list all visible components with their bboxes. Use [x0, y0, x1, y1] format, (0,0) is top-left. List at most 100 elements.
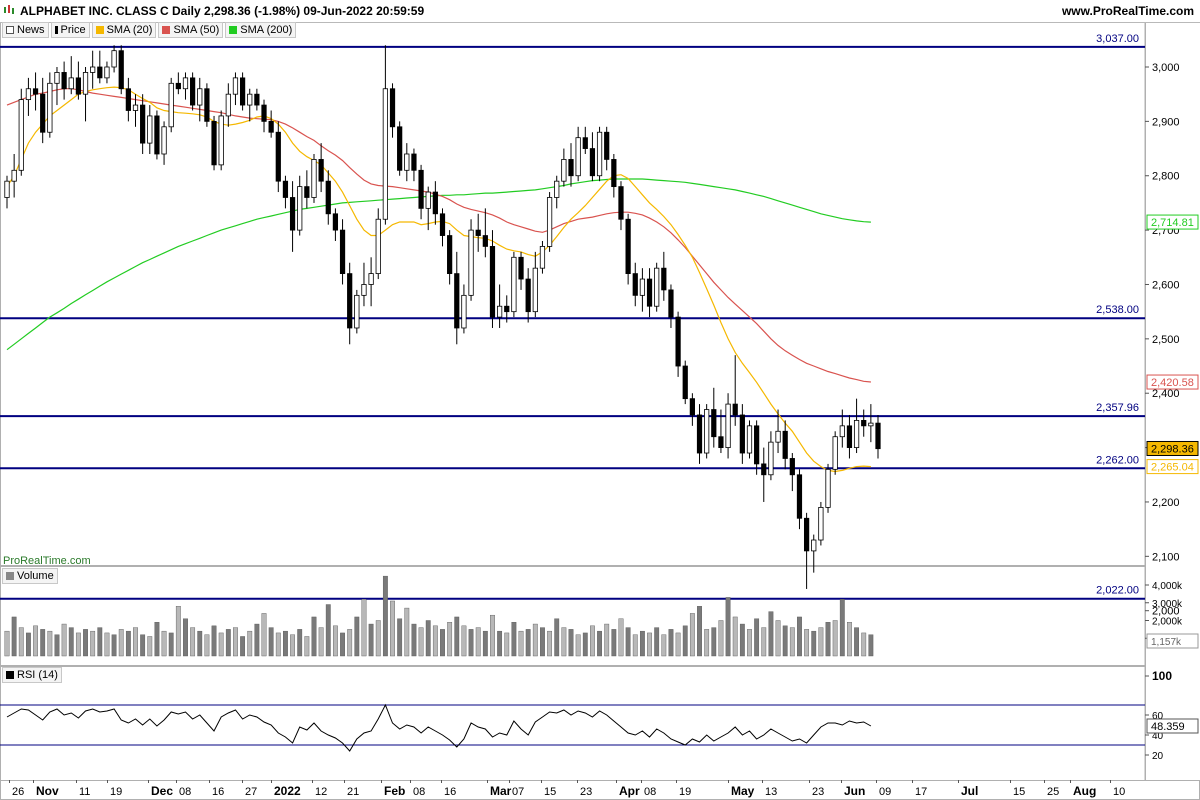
candle-up	[232, 77, 239, 95]
time-tick-label: 17	[915, 786, 927, 798]
candle-down	[118, 50, 124, 90]
volume-bar	[597, 630, 602, 657]
volume-bar	[418, 627, 424, 657]
candle-down	[411, 153, 417, 171]
candle-down	[661, 267, 667, 291]
legend-sma50-label: SMA (50)	[173, 24, 220, 36]
legend-rsi-label: RSI (14)	[17, 669, 58, 681]
candle-down	[97, 66, 103, 79]
legend-rsi[interactable]: RSI (14)	[2, 667, 62, 683]
volume-bar	[397, 618, 403, 657]
volume-bar	[461, 625, 467, 657]
candle-down	[504, 305, 510, 313]
candle-down	[397, 126, 403, 171]
volume-bar	[340, 632, 345, 657]
volume-bar	[682, 625, 688, 657]
volume-bar	[761, 627, 767, 657]
volume-bar	[161, 630, 167, 657]
volume-bar	[197, 630, 203, 657]
candle-down	[589, 148, 596, 177]
time-tick-label: Jun	[844, 784, 865, 798]
sma200-swatch	[229, 26, 238, 34]
candle-down	[739, 414, 745, 454]
volume-bar	[375, 620, 381, 657]
volume-bar	[825, 622, 831, 657]
candle-up	[168, 82, 174, 128]
time-tick-label: 23	[812, 786, 824, 798]
legend-price-label: Price	[60, 24, 86, 36]
candle-down	[190, 77, 196, 106]
candle-up	[818, 506, 824, 541]
site-url[interactable]: www.ProRealTime.com	[1061, 4, 1194, 18]
price-tick-label: 2,400	[1152, 388, 1180, 400]
candle-down	[754, 425, 760, 465]
candle-down	[140, 104, 146, 144]
candle-up	[111, 50, 117, 68]
candle-down	[239, 77, 246, 106]
legend-sma20-label: SMA (20)	[106, 24, 153, 36]
volume-bar	[318, 627, 324, 657]
legend-volume-label: Volume	[17, 570, 54, 582]
candle-down	[618, 186, 624, 220]
candle-up	[832, 436, 838, 470]
volume-bar	[90, 630, 96, 657]
volume-bar	[40, 629, 46, 657]
sma200-value-tag-box	[1146, 214, 1199, 230]
volume-bar	[797, 616, 802, 657]
sma200-line	[6, 178, 871, 351]
candle-down	[439, 213, 446, 236]
rsi-swatch	[6, 671, 14, 679]
time-tick-label: 08	[413, 786, 425, 798]
candle-up	[311, 159, 317, 198]
candle-up	[404, 153, 410, 171]
volume-bar	[183, 618, 188, 657]
sma20-value-tag: 2,265.04	[1151, 462, 1194, 474]
volume-bar	[647, 632, 652, 657]
volume-bar	[26, 632, 31, 657]
volume-bar	[254, 623, 260, 657]
candle-down	[432, 191, 438, 215]
volume-bar	[718, 620, 724, 657]
legend-sma200[interactable]: SMA (200)	[225, 22, 297, 38]
sma20-swatch	[95, 26, 104, 34]
price-tick-label: 2,200	[1152, 497, 1180, 509]
candle-down	[347, 273, 353, 329]
volume-bar	[675, 632, 681, 657]
candle-up	[639, 278, 646, 296]
candle-down	[611, 159, 617, 188]
rsi-tick-label: 40	[1152, 731, 1164, 742]
legend-price[interactable]: Price	[50, 22, 90, 38]
level-label: 2,357.96	[1096, 402, 1139, 414]
volume-bar	[425, 620, 431, 657]
candle-up	[104, 66, 110, 79]
sma50-value-tag-box	[1146, 374, 1199, 390]
volume-bar	[782, 625, 788, 657]
volume-bar	[125, 630, 131, 657]
chart-type-icon[interactable]	[3, 4, 15, 16]
candle-up	[704, 409, 710, 454]
candle-down	[261, 104, 267, 122]
legend-volume[interactable]: Volume	[2, 568, 58, 584]
price-value-tag: 2,298.36	[1151, 443, 1194, 455]
volume-bar	[611, 629, 617, 657]
candle-down	[325, 180, 331, 215]
time-tick-label: 07	[512, 786, 524, 798]
sma200-value-tag: 2,714.81	[1151, 217, 1194, 229]
volume-bar	[839, 599, 845, 657]
candle-down	[332, 213, 339, 231]
volume-value-box	[1146, 633, 1199, 649]
volume-bar	[440, 629, 445, 657]
volume-bar	[504, 632, 510, 657]
volume-bar	[775, 620, 781, 657]
volume-bar	[490, 614, 495, 657]
volume-bar	[811, 630, 817, 657]
volume-bar	[297, 629, 303, 657]
legend-sma50[interactable]: SMA (50)	[158, 22, 224, 38]
price-swatch	[54, 26, 58, 34]
volume-bar	[575, 634, 581, 657]
volume-bar	[497, 630, 503, 657]
legend-sma20[interactable]: SMA (20)	[91, 22, 157, 38]
candle-up	[25, 88, 32, 101]
legend-news[interactable]: News	[2, 22, 49, 38]
rsi-legend: RSI (14)	[2, 667, 62, 683]
